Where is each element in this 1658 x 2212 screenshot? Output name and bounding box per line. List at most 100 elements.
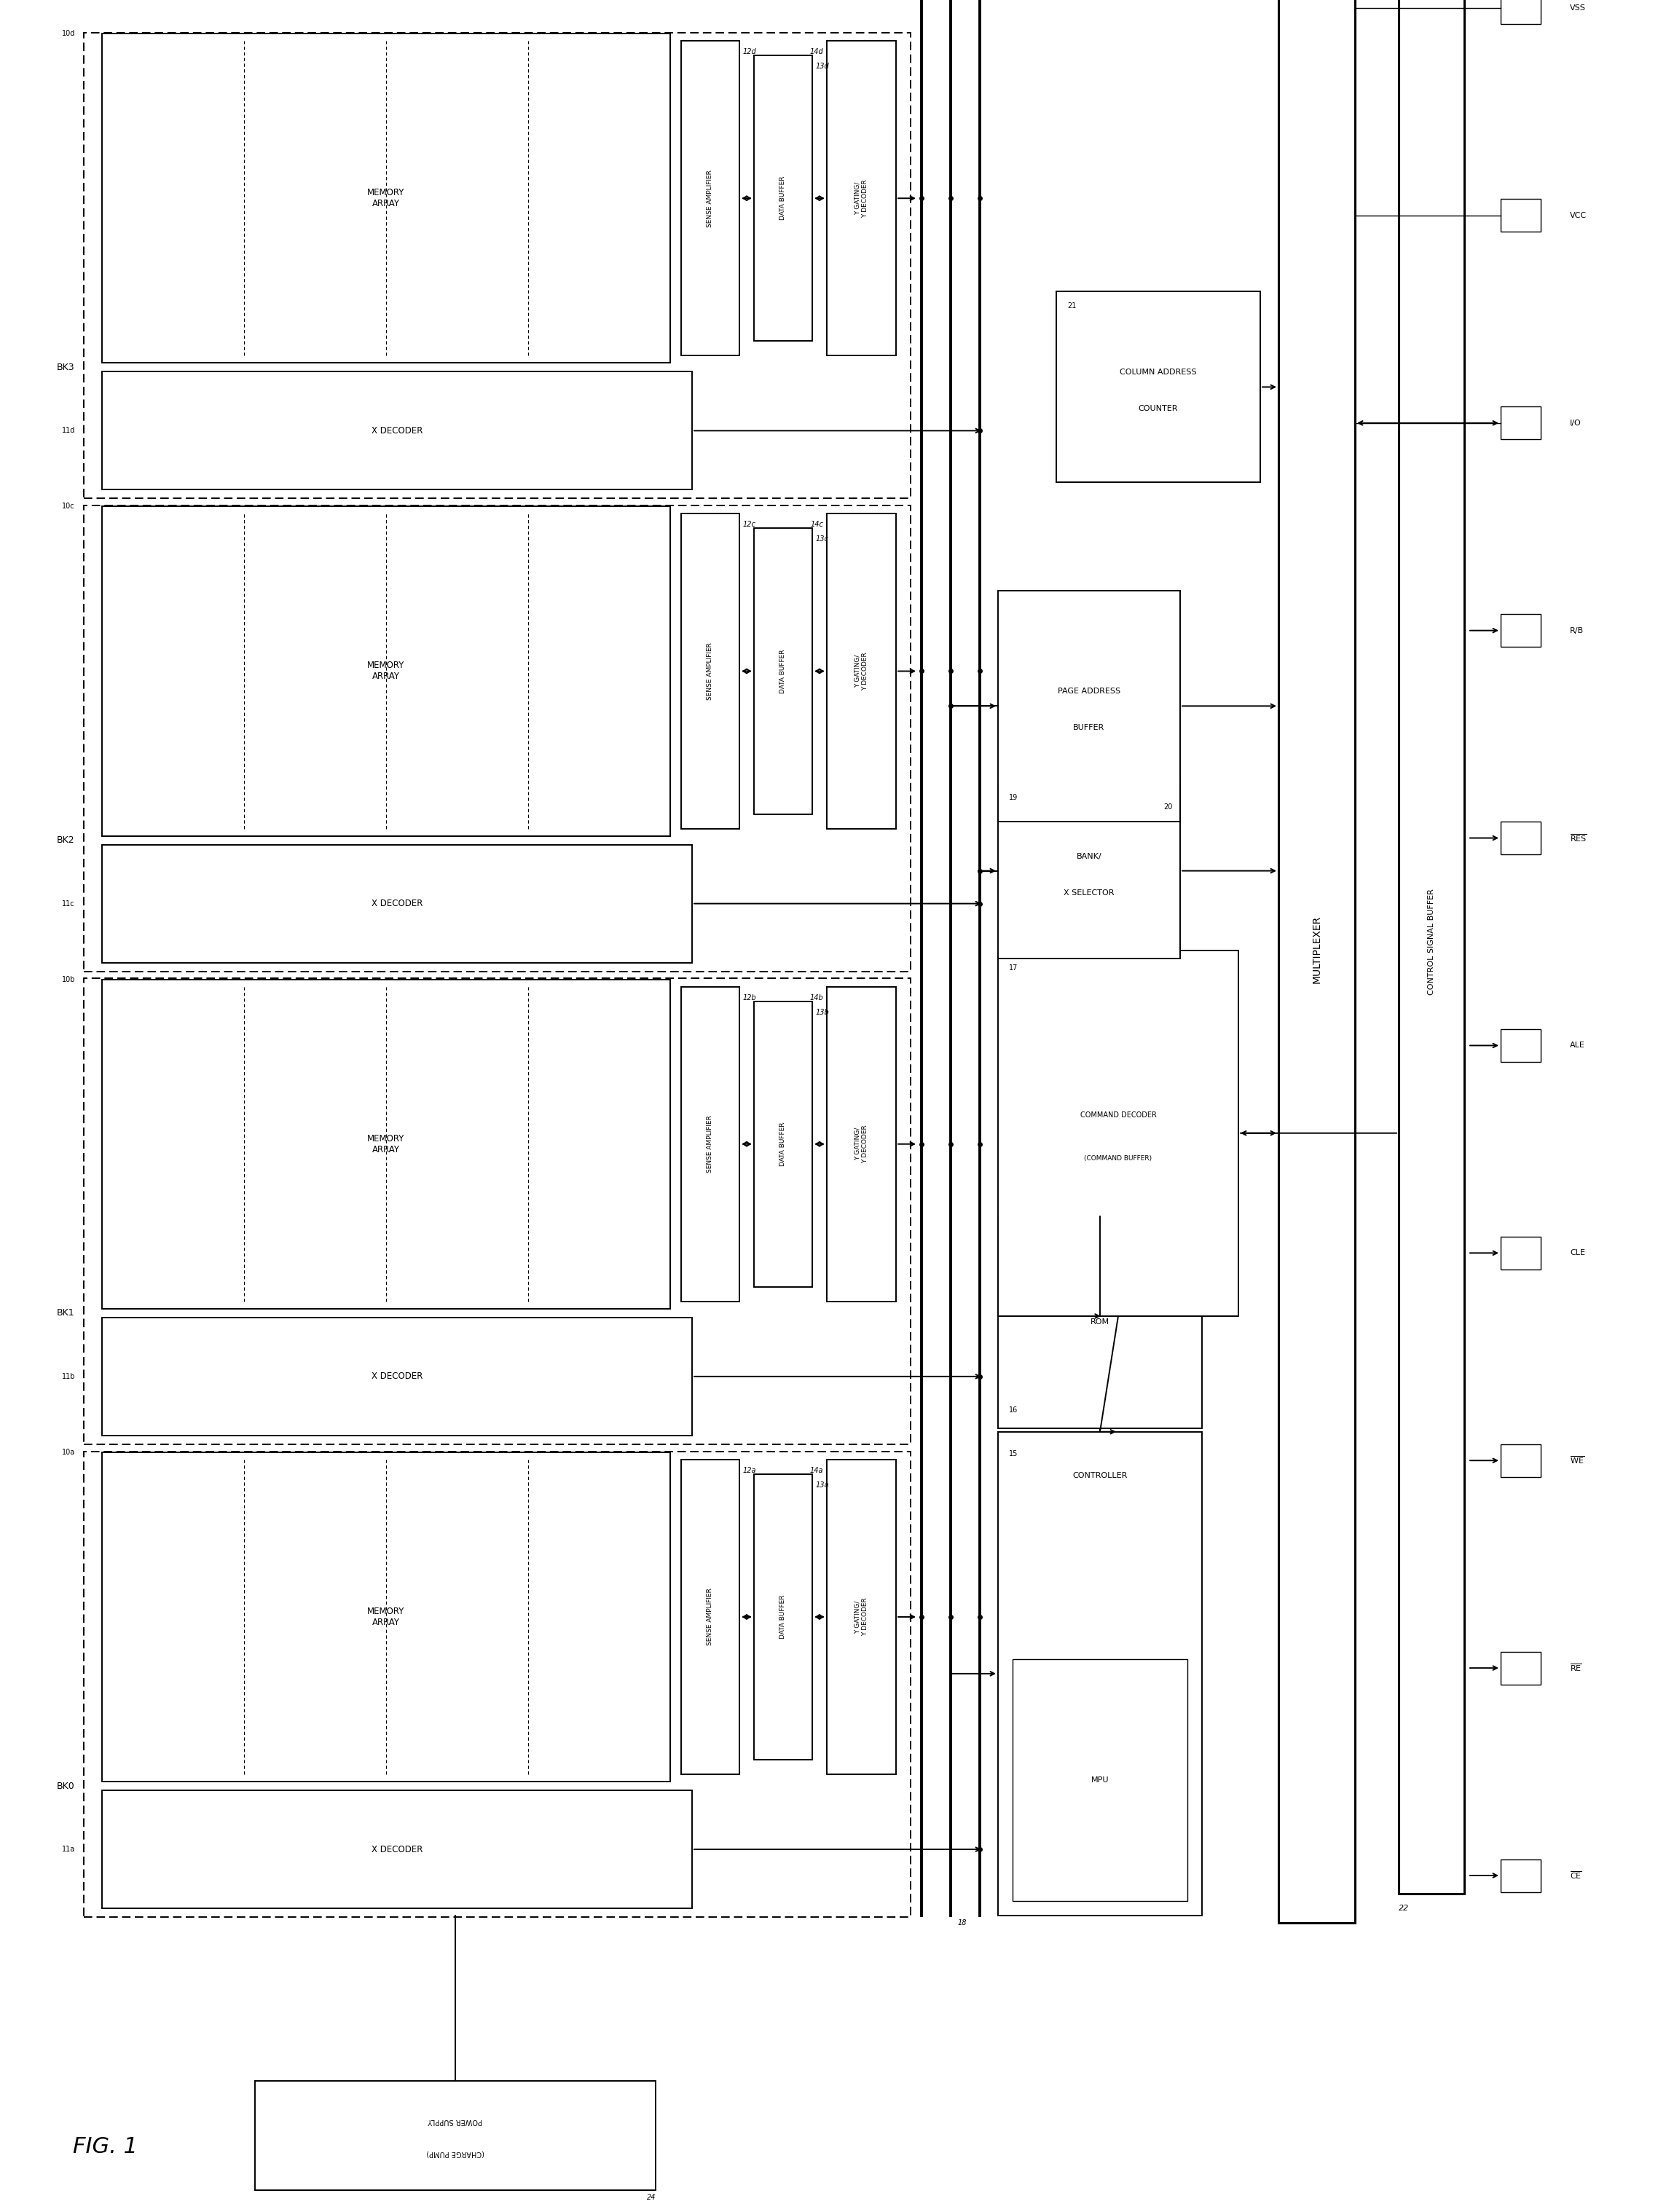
Text: 12c: 12c bbox=[743, 522, 756, 529]
Bar bbox=[1500, 1858, 1540, 1891]
Bar bbox=[1056, 292, 1260, 482]
Bar bbox=[103, 1790, 691, 1909]
Text: 16: 16 bbox=[1010, 1407, 1018, 1413]
Text: SENSE AMPLIFIER: SENSE AMPLIFIER bbox=[706, 170, 713, 228]
Text: 10d: 10d bbox=[61, 31, 75, 38]
Text: 14d: 14d bbox=[809, 49, 822, 55]
Text: MEMORY
ARRAY: MEMORY ARRAY bbox=[368, 1606, 405, 1628]
Bar bbox=[998, 951, 1239, 1316]
Text: 11c: 11c bbox=[63, 900, 75, 907]
Text: 11b: 11b bbox=[61, 1374, 75, 1380]
Text: 12b: 12b bbox=[743, 993, 756, 1002]
Text: DATA BUFFER: DATA BUFFER bbox=[779, 648, 786, 692]
Text: DATA BUFFER: DATA BUFFER bbox=[779, 177, 786, 221]
Text: SENSE AMPLIFIER: SENSE AMPLIFIER bbox=[706, 641, 713, 699]
Text: 10c: 10c bbox=[63, 502, 75, 511]
Text: COLUMN ADDRESS: COLUMN ADDRESS bbox=[1119, 369, 1197, 376]
Text: 20: 20 bbox=[1164, 803, 1172, 810]
Text: $\overline{\mathsf{RE}}$: $\overline{\mathsf{RE}}$ bbox=[1570, 1663, 1582, 1672]
Text: BANK/: BANK/ bbox=[1076, 852, 1101, 860]
Bar bbox=[1500, 615, 1540, 646]
Text: BK1: BK1 bbox=[56, 1310, 75, 1318]
Text: Y GATING/
Y DECODER: Y GATING/ Y DECODER bbox=[854, 1126, 869, 1164]
Bar bbox=[827, 1460, 895, 1774]
Text: 12a: 12a bbox=[743, 1467, 756, 1473]
Bar bbox=[827, 40, 895, 356]
Bar bbox=[103, 372, 691, 489]
Text: SENSE AMPLIFIER: SENSE AMPLIFIER bbox=[706, 1588, 713, 1646]
Bar bbox=[255, 2081, 655, 2190]
Text: SENSE AMPLIFIER: SENSE AMPLIFIER bbox=[706, 1115, 713, 1172]
Text: 11d: 11d bbox=[61, 427, 75, 434]
Text: BK2: BK2 bbox=[56, 836, 75, 845]
Text: BUFFER: BUFFER bbox=[1073, 723, 1104, 732]
Text: COMMAND DECODER: COMMAND DECODER bbox=[1079, 1110, 1156, 1119]
Bar bbox=[998, 591, 1180, 821]
Bar bbox=[103, 1451, 670, 1781]
Bar bbox=[1500, 1444, 1540, 1478]
Text: 22: 22 bbox=[1399, 1905, 1409, 1911]
Text: 21: 21 bbox=[1068, 303, 1076, 310]
Text: MEMORY
ARRAY: MEMORY ARRAY bbox=[368, 1135, 405, 1155]
Text: CLE: CLE bbox=[1570, 1250, 1585, 1256]
Text: BK3: BK3 bbox=[56, 363, 75, 372]
Bar bbox=[681, 1460, 739, 1774]
Bar bbox=[85, 33, 910, 498]
Text: 15: 15 bbox=[1010, 1449, 1018, 1458]
Bar bbox=[681, 40, 739, 356]
Text: Y GATING/
Y DECODER: Y GATING/ Y DECODER bbox=[854, 653, 869, 690]
Bar bbox=[1500, 0, 1540, 24]
Bar bbox=[827, 987, 895, 1301]
Text: DATA BUFFER: DATA BUFFER bbox=[779, 1595, 786, 1639]
Text: DATA BUFFER: DATA BUFFER bbox=[779, 1121, 786, 1166]
Bar bbox=[681, 513, 739, 830]
Bar bbox=[998, 1217, 1202, 1429]
Text: PAGE ADDRESS: PAGE ADDRESS bbox=[1058, 688, 1121, 695]
Bar bbox=[827, 513, 895, 830]
Text: 13c: 13c bbox=[816, 535, 829, 542]
Bar bbox=[754, 1002, 812, 1287]
Text: 14c: 14c bbox=[811, 522, 822, 529]
Text: ALE: ALE bbox=[1570, 1042, 1585, 1048]
Bar bbox=[1500, 407, 1540, 440]
Bar bbox=[1500, 1237, 1540, 1270]
Text: $\overline{\mathsf{RES}}$: $\overline{\mathsf{RES}}$ bbox=[1570, 832, 1587, 843]
Bar bbox=[998, 1431, 1202, 1916]
Bar bbox=[103, 33, 670, 363]
Text: I/O: I/O bbox=[1570, 420, 1582, 427]
Bar bbox=[85, 978, 910, 1444]
Text: 10b: 10b bbox=[61, 975, 75, 982]
Text: (COMMAND BUFFER): (COMMAND BUFFER) bbox=[1084, 1155, 1152, 1161]
Text: R/B: R/B bbox=[1570, 626, 1583, 635]
Text: ROM: ROM bbox=[1091, 1318, 1109, 1325]
Text: 10a: 10a bbox=[61, 1449, 75, 1455]
Bar bbox=[1500, 821, 1540, 854]
Text: FIG. 1: FIG. 1 bbox=[73, 2137, 138, 2157]
Bar bbox=[681, 987, 739, 1301]
Text: 11a: 11a bbox=[61, 1845, 75, 1854]
Bar bbox=[103, 845, 691, 962]
Bar bbox=[1013, 1659, 1187, 1900]
Text: $\overline{\mathsf{WE}}$: $\overline{\mathsf{WE}}$ bbox=[1570, 1455, 1585, 1467]
Text: X DECODER: X DECODER bbox=[371, 1845, 423, 1854]
Text: COUNTER: COUNTER bbox=[1139, 405, 1179, 411]
Text: X DECODER: X DECODER bbox=[371, 427, 423, 436]
Text: X SELECTOR: X SELECTOR bbox=[1064, 889, 1114, 896]
Bar bbox=[1278, 0, 1355, 1922]
Text: $\overline{\mathsf{CE}}$: $\overline{\mathsf{CE}}$ bbox=[1570, 1869, 1582, 1880]
Text: BK0: BK0 bbox=[56, 1781, 75, 1792]
Bar bbox=[85, 507, 910, 971]
Bar bbox=[103, 507, 670, 836]
Text: 18: 18 bbox=[958, 1920, 967, 1927]
Text: 19: 19 bbox=[1010, 794, 1018, 801]
Text: MPU: MPU bbox=[1091, 1776, 1109, 1783]
Text: 17: 17 bbox=[1010, 964, 1018, 971]
Text: 14b: 14b bbox=[809, 993, 822, 1002]
Bar bbox=[1500, 1029, 1540, 1062]
Text: MEMORY
ARRAY: MEMORY ARRAY bbox=[368, 188, 405, 208]
Text: POWER SUPPLY: POWER SUPPLY bbox=[428, 2117, 482, 2124]
Bar bbox=[1500, 1652, 1540, 1683]
Text: 12d: 12d bbox=[743, 49, 756, 55]
Text: MEMORY
ARRAY: MEMORY ARRAY bbox=[368, 661, 405, 681]
Text: (CHARGE PUMP): (CHARGE PUMP) bbox=[426, 2150, 484, 2157]
